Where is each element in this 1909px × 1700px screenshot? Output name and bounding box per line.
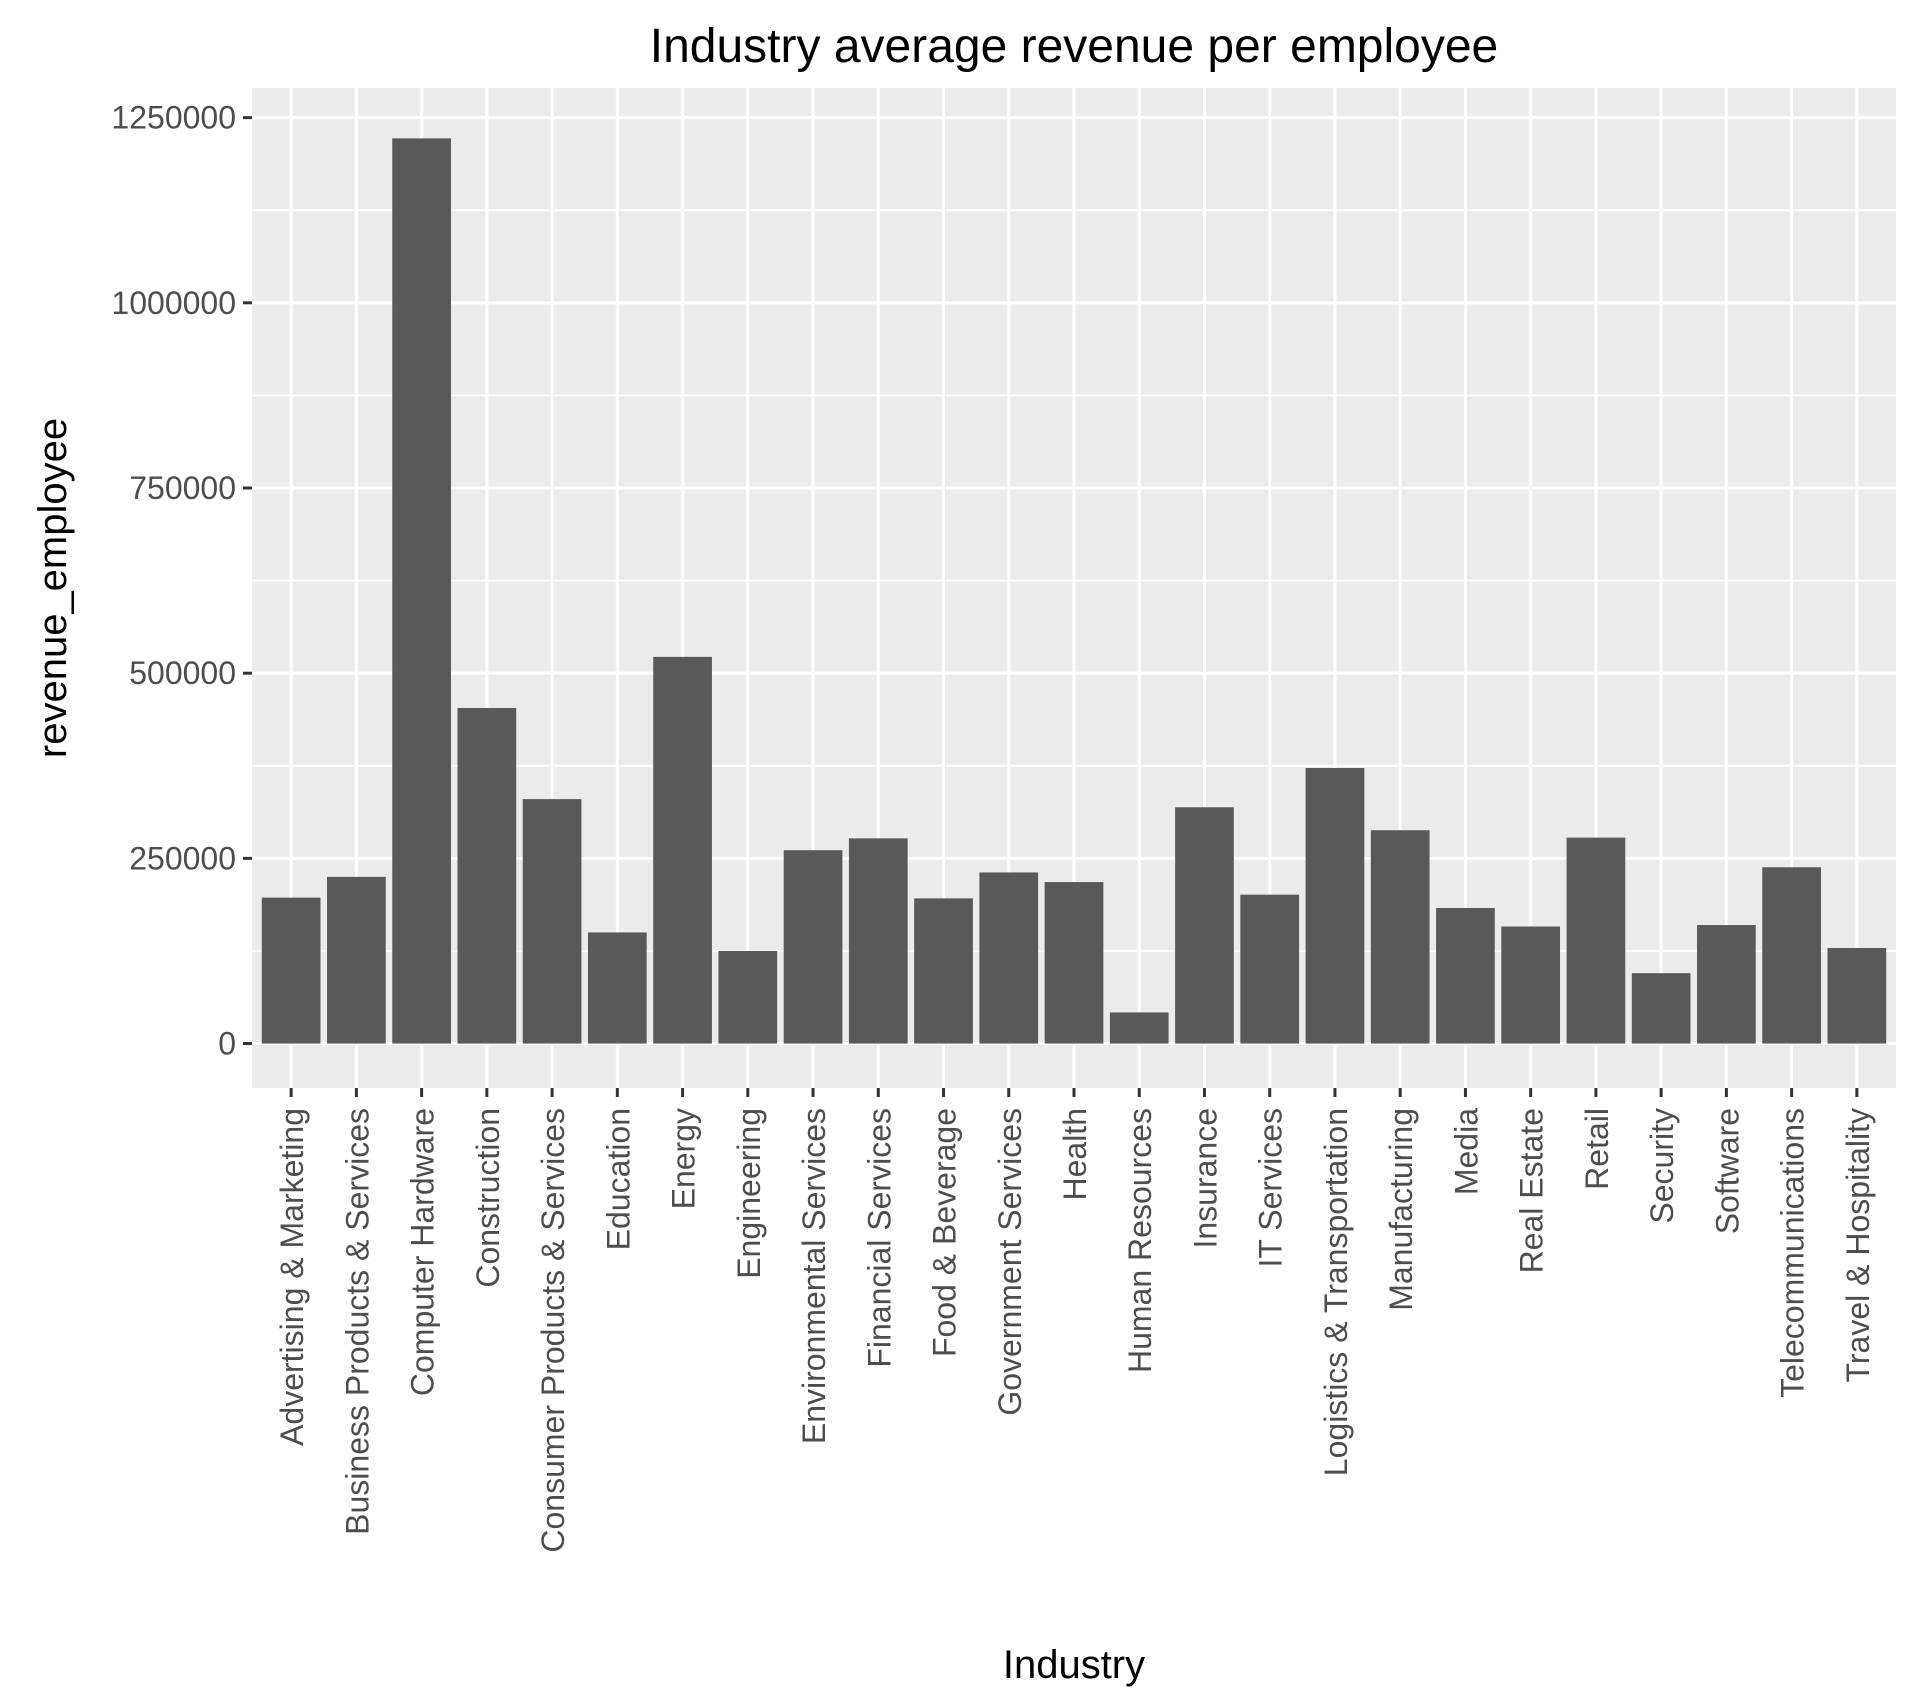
bar: [914, 898, 973, 1044]
bar: [522, 799, 582, 1044]
y-tick-label: 1000000: [111, 285, 236, 321]
bar: [1762, 867, 1821, 1044]
x-tick-label: Travel & Hospitality: [1840, 1108, 1876, 1382]
bar: [1827, 948, 1887, 1044]
y-axis: 0 250000 500000 750000 1000000 1250000: [111, 100, 252, 1062]
bars: [261, 138, 1887, 1044]
x-tick-label: Software: [1709, 1108, 1745, 1234]
bar: [1044, 882, 1104, 1044]
x-axis-title: Industry: [1003, 1643, 1145, 1687]
bar: [1370, 830, 1430, 1044]
x-tick-label: IT Services: [1253, 1108, 1289, 1267]
x-tick-label: Human Resources: [1122, 1108, 1158, 1373]
bar: [1501, 926, 1561, 1044]
y-axis-title: revenue_employee: [31, 418, 75, 758]
y-tick-label: 250000: [129, 840, 236, 876]
bar: [1305, 768, 1365, 1044]
x-tick-label: Construction: [470, 1108, 506, 1288]
bar: [848, 838, 908, 1044]
bar: [457, 708, 517, 1044]
bar: [587, 932, 647, 1044]
bar: [327, 876, 386, 1044]
bar: [653, 656, 712, 1044]
x-tick-label: Education: [600, 1108, 636, 1250]
y-tick-label: 0: [218, 1026, 236, 1062]
x-tick-label: Security: [1644, 1108, 1680, 1224]
bar: [392, 138, 451, 1044]
chart-title: Industry average revenue per employee: [650, 20, 1499, 73]
bar: [1436, 908, 1495, 1044]
y-tick-label: 500000: [129, 655, 236, 691]
x-tick-label: Environmental Services: [796, 1108, 832, 1444]
bar: [1240, 894, 1300, 1044]
x-tick-label: Government Services: [992, 1108, 1028, 1416]
x-tick-label: Food & Beverage: [927, 1108, 963, 1357]
x-tick-label: Health: [1057, 1108, 1093, 1201]
x-tick-label: Real Estate: [1514, 1108, 1550, 1273]
x-tick-label: Media: [1448, 1108, 1484, 1195]
x-tick-label: Telecommunications: [1775, 1108, 1811, 1398]
x-tick-label: Energy: [666, 1108, 702, 1209]
x-tick-label: Retail: [1579, 1108, 1615, 1190]
bar: [261, 897, 321, 1044]
bar: [1631, 973, 1691, 1044]
bar: [1697, 925, 1756, 1044]
x-axis: Advertising & Marketing Business Products…: [274, 1088, 1876, 1553]
x-tick-label: Logistics & Transportation: [1318, 1108, 1354, 1476]
x-tick-label: Manufacturing: [1383, 1108, 1419, 1311]
x-tick-label: Advertising & Marketing: [274, 1108, 310, 1446]
bar: [718, 950, 778, 1044]
x-tick-label: Financial Services: [861, 1108, 897, 1368]
bar: [1566, 837, 1626, 1044]
bar: [979, 872, 1039, 1044]
y-tick-label: 1250000: [111, 100, 236, 136]
x-tick-label: Consumer Products & Services: [535, 1108, 571, 1553]
y-tick-label: 750000: [129, 470, 236, 506]
x-tick-label: Insurance: [1187, 1108, 1223, 1249]
x-tick-label: Computer Hardware: [405, 1108, 441, 1396]
x-tick-label: Business Products & Services: [339, 1108, 375, 1535]
bar: [1175, 807, 1234, 1044]
x-tick-label: Engineering: [731, 1108, 767, 1279]
bar: [783, 850, 843, 1044]
bar: [1109, 1012, 1169, 1044]
